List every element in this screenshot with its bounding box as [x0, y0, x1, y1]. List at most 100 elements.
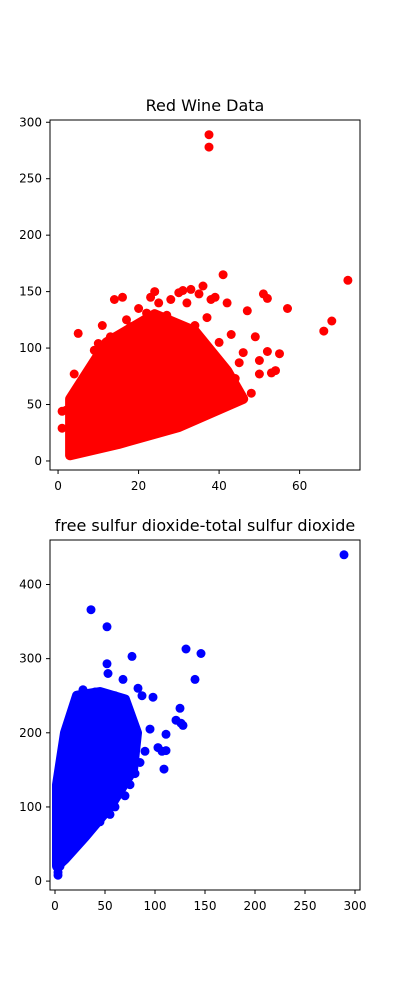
data-point [120, 791, 130, 801]
data-point [105, 332, 115, 342]
data-point [73, 385, 83, 395]
plot-frame [49, 119, 361, 471]
data-point [100, 758, 110, 767]
data-point [126, 322, 135, 332]
data-point [175, 703, 185, 713]
data-point [118, 674, 128, 684]
data-point [102, 622, 112, 632]
scatter-plot-red-wine: Red Wine Data 0 20 40 60 0 50 100 150 200 250 300 [19, 96, 361, 493]
x-tick-label: 60 [292, 479, 307, 493]
data-point [93, 359, 103, 369]
data-point [108, 743, 118, 753]
data-point [214, 337, 224, 347]
x-tick-label: 100 [144, 899, 167, 913]
x-tick-label: 200 [244, 899, 267, 913]
data-point [97, 321, 107, 330]
data-point [65, 433, 75, 443]
data-point [93, 339, 103, 348]
data-point [85, 824, 95, 834]
data-point [122, 706, 132, 716]
data-point [138, 319, 148, 329]
data-point [53, 802, 63, 812]
data-point [93, 417, 103, 426]
y-tick-label: 200 [19, 726, 42, 740]
y-tick-label: 150 [19, 285, 42, 299]
data-point [234, 358, 244, 368]
data-point [242, 306, 252, 316]
y-tick-label: 50 [27, 398, 42, 412]
y-tick-label: 400 [19, 577, 42, 591]
data-point [65, 717, 75, 727]
x-tick-label: 250 [294, 899, 317, 913]
data-point [176, 718, 186, 728]
data-point [162, 310, 172, 320]
data-point [210, 292, 220, 302]
data-point [198, 383, 208, 393]
data-point [81, 411, 91, 421]
data-point [115, 728, 125, 738]
x-tick-label: 300 [344, 899, 367, 913]
data-point [196, 649, 206, 658]
data-point [57, 423, 67, 433]
data-point [73, 328, 83, 338]
data-point [140, 746, 150, 756]
data-point [182, 298, 192, 308]
data-point [101, 354, 111, 364]
data-point [181, 644, 191, 654]
data-point [69, 369, 79, 379]
data-point [148, 692, 158, 702]
data-point [103, 669, 113, 678]
data-point [161, 746, 171, 756]
data-point [194, 289, 204, 299]
data-point [109, 295, 119, 304]
y-tick-label: 0 [34, 874, 42, 888]
data-point [218, 270, 228, 280]
data-point [113, 342, 123, 352]
data-point [190, 321, 200, 330]
data-point [327, 316, 337, 326]
data-point [75, 835, 85, 845]
data-point [137, 691, 147, 701]
data-point [52, 832, 62, 842]
data-point [92, 772, 102, 782]
data-point [186, 284, 196, 294]
data-point [54, 783, 64, 793]
data-point [72, 691, 82, 701]
y-tick-label: 0 [34, 454, 42, 468]
data-point [145, 724, 155, 734]
x-tick-label: 150 [194, 899, 217, 913]
data-point [339, 550, 349, 560]
data-point [52, 843, 62, 853]
data-point [283, 304, 292, 313]
data-point [109, 400, 119, 409]
data-point [95, 817, 105, 827]
data-point [125, 780, 135, 790]
data-point [61, 405, 71, 415]
y-tick-label: 200 [19, 228, 42, 242]
data-point [158, 323, 168, 333]
data-point [226, 330, 236, 339]
data-point [198, 281, 208, 291]
data-point [118, 292, 127, 302]
data-point [230, 374, 240, 383]
data-point [72, 802, 82, 812]
x-tick-label: 50 [97, 899, 112, 913]
data-point [159, 764, 169, 774]
data-point [133, 683, 143, 693]
data-point [122, 315, 131, 325]
y-tick-label: 300 [19, 652, 42, 666]
data-point [161, 729, 171, 739]
data-point [56, 765, 66, 775]
data-point [142, 308, 152, 318]
data-point [110, 691, 120, 701]
data-point [70, 698, 80, 708]
data-point [65, 846, 75, 856]
data-point [202, 313, 212, 323]
data-point [254, 356, 264, 365]
data-point [246, 388, 256, 398]
plot-title: Red Wine Data [146, 96, 265, 115]
x-tick-label: 0 [54, 479, 62, 493]
data-points [52, 550, 349, 880]
data-point [127, 651, 137, 661]
